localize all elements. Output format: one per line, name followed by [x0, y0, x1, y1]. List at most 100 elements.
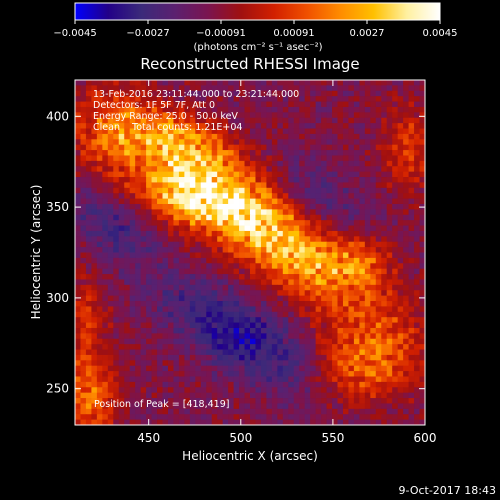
heatmap-cell: [392, 257, 399, 264]
heatmap-cell: [206, 279, 213, 286]
heatmap-cell: [211, 268, 218, 275]
heatmap-cell: [80, 101, 87, 108]
heatmap-cell: [107, 387, 114, 394]
heatmap-cell: [217, 317, 224, 323]
heatmap-cell: [151, 155, 158, 162]
heatmap-cell: [162, 333, 169, 340]
heatmap-cell: [75, 117, 81, 124]
heatmap-cell: [167, 257, 174, 264]
heatmap-cell: [233, 106, 240, 113]
heatmap-cell: [348, 177, 355, 183]
heatmap-cell: [342, 290, 349, 297]
heatmap-cell: [140, 365, 147, 372]
heatmap-cell: [124, 333, 131, 340]
heatmap-cell: [157, 317, 163, 323]
heatmap-cell: [310, 198, 317, 205]
heatmap-cell: [167, 160, 174, 167]
heatmap-cell: [419, 257, 425, 264]
heatmap-cell: [107, 220, 114, 226]
heatmap-cell: [146, 123, 152, 129]
heatmap-cell: [228, 349, 234, 356]
heatmap-cell: [337, 279, 344, 286]
heatmap-cell: [173, 214, 180, 221]
heatmap-cell: [337, 349, 344, 356]
heatmap-cell: [184, 392, 191, 399]
heatmap-cell: [135, 230, 142, 237]
heatmap-cell: [140, 274, 147, 280]
heatmap-cell: [266, 220, 273, 226]
heatmap-cell: [124, 241, 131, 248]
heatmap-cell: [408, 322, 415, 329]
heatmap-cell: [332, 311, 338, 318]
heatmap-cell: [381, 414, 388, 421]
heatmap-cell: [129, 171, 136, 178]
heatmap-cell: [332, 371, 338, 377]
heatmap-cell: [222, 160, 229, 167]
heatmap-cell: [310, 333, 317, 340]
heatmap-cell: [375, 247, 382, 253]
heatmap-cell: [173, 220, 180, 226]
heatmap-cell: [326, 198, 333, 205]
heatmap-cell: [162, 150, 169, 156]
heatmap-cell: [85, 284, 92, 291]
heatmap-cell: [102, 392, 109, 399]
heatmap-cell: [282, 268, 289, 275]
heatmap-cell: [222, 387, 229, 394]
heatmap-cell: [315, 171, 322, 178]
heatmap-cell: [162, 301, 169, 307]
heatmap-cell: [288, 354, 295, 361]
heatmap-cell: [167, 306, 174, 313]
heatmap-cell: [359, 144, 366, 151]
heatmap-cell: [381, 257, 388, 264]
heatmap-cell: [288, 381, 295, 388]
heatmap-cell: [255, 301, 262, 307]
heatmap-cell: [271, 123, 278, 129]
heatmap-cell: [102, 80, 109, 86]
heatmap-cell: [211, 128, 218, 135]
heatmap-cell: [146, 117, 152, 124]
heatmap-cell: [113, 166, 120, 173]
heatmap-cell: [102, 311, 109, 318]
heatmap-cell: [135, 144, 142, 151]
heatmap-cell: [250, 284, 256, 291]
heatmap-cell: [102, 123, 109, 129]
heatmap-cell: [408, 139, 415, 146]
heatmap-cell: [364, 354, 371, 361]
heatmap-cell: [282, 284, 289, 291]
heatmap-cell: [370, 306, 377, 313]
heatmap-cell: [381, 398, 388, 404]
heatmap-cell: [244, 414, 251, 421]
heatmap-cell: [381, 317, 388, 323]
heatmap-cell: [304, 268, 311, 275]
heatmap-cell: [228, 381, 234, 388]
heatmap-cell: [211, 198, 218, 205]
heatmap-cell: [135, 354, 142, 361]
heatmap-cell: [403, 284, 409, 291]
heatmap-cell: [375, 317, 382, 323]
heatmap-cell: [206, 171, 213, 178]
heatmap-cell: [271, 80, 278, 86]
heatmap-cell: [206, 144, 213, 151]
heatmap-cell: [353, 322, 360, 329]
heatmap-cell: [277, 220, 284, 226]
heatmap-cell: [157, 203, 163, 210]
heatmap-cell: [293, 381, 300, 388]
heatmap-cell: [321, 106, 327, 113]
heatmap-cell: [118, 398, 125, 404]
heatmap-cell: [80, 268, 87, 275]
heatmap-cell: [124, 360, 131, 367]
heatmap-cell: [162, 327, 169, 334]
heatmap-cell: [102, 230, 109, 237]
heatmap-cell: [96, 338, 103, 345]
heatmap-cell: [392, 403, 399, 410]
heatmap-cell: [310, 344, 317, 350]
heatmap-cell: [353, 203, 360, 210]
heatmap-cell: [107, 295, 114, 302]
heatmap-cell: [184, 112, 191, 119]
heatmap-cell: [200, 117, 207, 124]
heatmap-cell: [173, 414, 180, 421]
heatmap-cell: [321, 311, 327, 318]
heatmap-cell: [124, 133, 131, 140]
heatmap-cell: [271, 301, 278, 307]
heatmap-cell: [118, 284, 125, 291]
